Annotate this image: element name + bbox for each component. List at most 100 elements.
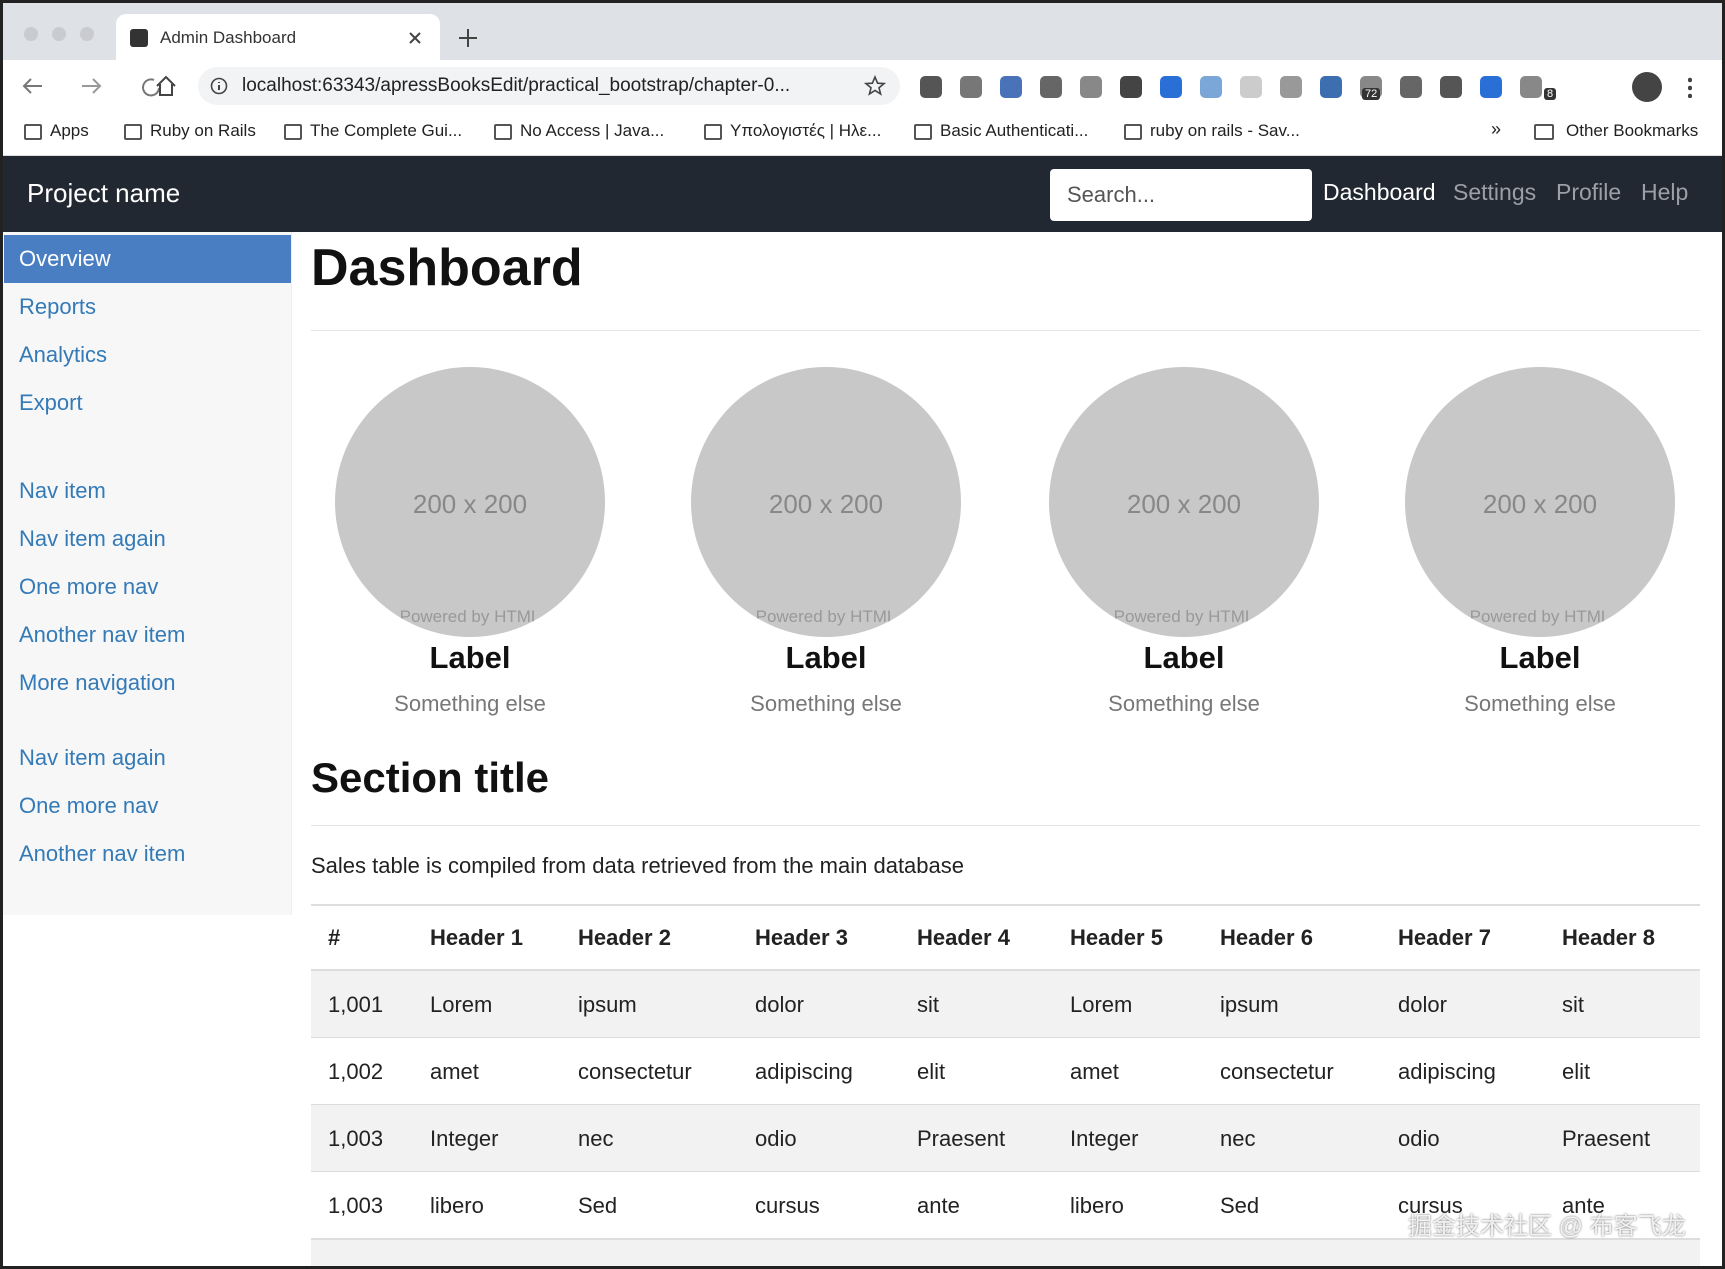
table-cell: dolor [755, 992, 804, 1017]
bookmark-icon [704, 124, 722, 140]
extension-icon[interactable] [1280, 76, 1302, 98]
sidebar-link[interactable]: Another nav item [19, 622, 186, 647]
sidebar-link[interactable]: Export [19, 390, 83, 415]
table-cell: cursus [1398, 1193, 1463, 1218]
new-tab[interactable] [458, 28, 478, 48]
table-cell: Integer [1070, 1126, 1139, 1151]
window-dot[interactable] [52, 27, 66, 41]
window-dot[interactable] [80, 27, 94, 41]
nav-link[interactable]: Profile [1556, 179, 1622, 205]
table-cell: dolor [1398, 992, 1447, 1017]
search-input[interactable]: Search... [1050, 169, 1312, 221]
bookmark[interactable]: Basic Authenticati... [940, 121, 1089, 140]
nav-link[interactable]: Help [1641, 179, 1689, 205]
extension-icon[interactable] [1160, 76, 1182, 98]
extension-badge: 8 [1544, 88, 1557, 100]
tab-close[interactable] [408, 31, 422, 45]
sidebar-link[interactable]: Overview [19, 246, 111, 271]
sidebar-link[interactable]: More navigation [19, 670, 176, 695]
placeholder-sublabel: Something else [1464, 691, 1616, 716]
table-cell: Lorem [1070, 992, 1133, 1017]
table-cell: 1,001 [328, 992, 384, 1017]
bookmark-icon [124, 124, 142, 140]
extension-icon[interactable] [1120, 76, 1142, 98]
placeholder-label: Label [785, 640, 867, 675]
sidebar-link[interactable]: Nav item again [19, 526, 166, 551]
nav-buttons[interactable] [20, 74, 170, 98]
extension-icon[interactable] [1080, 76, 1102, 98]
placeholder-label: Label [429, 640, 511, 675]
extension-icon[interactable] [1480, 76, 1502, 98]
table-cell: ipsum [578, 992, 637, 1017]
table-header: Header 6 [1220, 925, 1313, 950]
extension-icon[interactable] [1440, 76, 1462, 98]
table-header: Header 2 [578, 925, 671, 950]
extension-icon[interactable] [1000, 76, 1022, 98]
star[interactable] [864, 75, 886, 97]
extension-icon[interactable] [920, 76, 942, 98]
table-cell: adipiscing [1398, 1059, 1496, 1084]
url-field[interactable]: localhost:63343/apressBooksEdit/practica… [198, 67, 900, 105]
image-caption: Powered by HTML [399, 607, 541, 626]
bookmark-icon [1534, 124, 1554, 140]
table-cell: odio [1398, 1126, 1440, 1151]
sidebar-link[interactable]: One more nav [19, 793, 159, 818]
table-cell: Sed [578, 1193, 618, 1218]
bookmark[interactable]: The Complete Gui... [310, 121, 463, 140]
bookmark[interactable]: Υπολογιστές | Ηλε... [730, 121, 882, 140]
table-cell: consectetur [578, 1059, 692, 1084]
table-header: Header 3 [755, 925, 848, 950]
table-cell: consectetur [1220, 1059, 1334, 1084]
extension-icon[interactable] [960, 76, 982, 98]
extension-icon[interactable] [1040, 76, 1062, 98]
placeholder-image: 200 x 200 Powered by HTML [335, 367, 605, 637]
table-cell: 1,002 [328, 1059, 384, 1084]
bookmarks-bar: Apps Ruby on Rails The Complete Gui... No A… [0, 110, 1725, 156]
table-cell: 1,003 [328, 1193, 384, 1218]
table-cell: sit [917, 992, 939, 1017]
placeholder-image: 200 x 200 Powered by HTML [1405, 367, 1675, 637]
home-button[interactable] [154, 74, 178, 98]
bookmark-overflow[interactable]: » [1491, 119, 1502, 139]
tab[interactable]: Admin Dashboard [116, 14, 440, 60]
sidebar-link[interactable]: Nav item again [19, 745, 166, 770]
table-cell: odio [755, 1126, 797, 1151]
placeholder-image: 200 x 200 Powered by HTML [691, 367, 961, 637]
extension-icon[interactable] [1200, 76, 1222, 98]
sidebar-link[interactable]: Nav item [19, 478, 106, 503]
bookmark-icon [914, 124, 932, 140]
brand[interactable]: Project name [27, 178, 181, 208]
table-cell: adipiscing [755, 1059, 853, 1084]
extension-icon[interactable] [1240, 76, 1262, 98]
image-text: 200 x 200 [768, 489, 884, 519]
sidebar-link[interactable]: Analytics [19, 342, 108, 367]
extension-icon[interactable] [1400, 76, 1422, 98]
sidebar-link[interactable]: Another nav item [19, 841, 186, 866]
nav-link[interactable]: Dashboard [1323, 179, 1436, 205]
info-icon [210, 77, 228, 95]
bookmark[interactable]: Ruby on Rails [150, 121, 256, 140]
table-row [311, 1172, 1700, 1239]
window-dot[interactable] [24, 27, 38, 41]
bookmark[interactable]: Other Bookmarks [1566, 121, 1699, 140]
extension-icon[interactable] [1320, 76, 1342, 98]
avatar[interactable] [1632, 72, 1662, 102]
navbar: Project name Search... Dashboard Settings… [0, 156, 1725, 232]
address-bar: localhost:63343/apressBooksEdit/practica… [0, 60, 1725, 110]
menu-icon[interactable] [1688, 76, 1692, 98]
bookmark[interactable]: Apps [50, 121, 89, 140]
nav-link[interactable]: Settings [1453, 179, 1537, 205]
sidebar-link[interactable]: Reports [19, 294, 97, 319]
bookmark[interactable]: ruby on rails - Sav... [1150, 121, 1300, 140]
table-head-border [311, 969, 1700, 971]
table-cell: ipsum [1220, 992, 1279, 1017]
page-title: Dashboard [311, 239, 583, 297]
bookmark[interactable]: No Access | Java... [520, 121, 665, 140]
image-caption: Powered by HTML [1469, 607, 1611, 626]
sidebar-link[interactable]: One more nav [19, 574, 159, 599]
bookmark-icon [284, 124, 302, 140]
table-cell: Sed [1220, 1193, 1260, 1218]
extension-icon[interactable] [1520, 76, 1542, 98]
favicon [130, 29, 148, 47]
